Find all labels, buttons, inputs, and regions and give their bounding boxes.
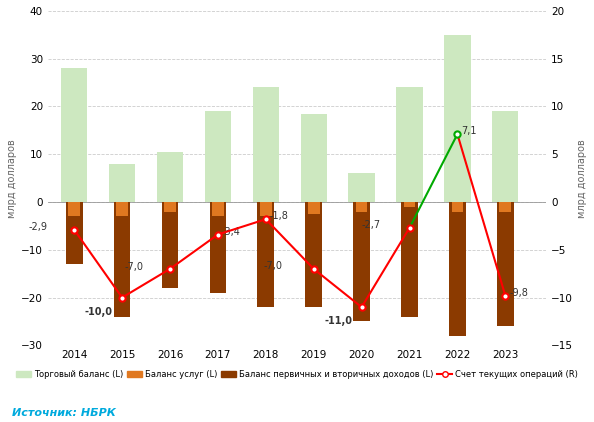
Text: Источник: НБРК: Источник: НБРК [12, 408, 116, 418]
Bar [404, 202, 415, 207]
Bar [68, 202, 80, 216]
Bar [116, 202, 128, 216]
Text: -10,0: -10,0 [84, 307, 112, 317]
Bar [109, 164, 135, 202]
Text: -7,0: -7,0 [264, 261, 283, 271]
Bar [257, 202, 274, 307]
Bar [305, 202, 322, 307]
Bar [396, 87, 423, 202]
Y-axis label: млрд долларов: млрд долларов [7, 139, 17, 217]
Bar [500, 202, 511, 211]
Bar [157, 152, 183, 202]
Bar [205, 111, 231, 202]
Legend: Торговый баланс (L), Баланс услуг (L), Баланс первичных и вторичных доходов (L),: Торговый баланс (L), Баланс услуг (L), Б… [13, 366, 581, 382]
Bar [61, 68, 87, 202]
Bar [349, 173, 375, 202]
Bar [260, 202, 271, 216]
Bar [492, 111, 519, 202]
Bar [449, 202, 466, 336]
Bar [210, 202, 226, 293]
Bar [497, 202, 514, 326]
Text: -2,9: -2,9 [29, 222, 48, 233]
Bar [162, 202, 178, 288]
Text: -3,4: -3,4 [222, 227, 241, 237]
Bar [356, 202, 368, 211]
Bar [212, 202, 224, 216]
Text: -7,0: -7,0 [125, 262, 144, 271]
Bar [164, 202, 176, 211]
Bar [353, 202, 370, 322]
Bar [444, 35, 470, 202]
Text: -1,8: -1,8 [270, 211, 289, 222]
Y-axis label: млрд долларов: млрд долларов [577, 139, 587, 217]
Text: -11,0: -11,0 [324, 316, 352, 327]
Bar [308, 202, 320, 214]
Text: 7,1: 7,1 [462, 126, 477, 136]
Bar [66, 202, 83, 264]
Bar [451, 202, 463, 211]
Text: -9,8: -9,8 [509, 288, 528, 298]
Bar [113, 202, 131, 316]
Bar [252, 87, 279, 202]
Text: -2,7: -2,7 [362, 220, 381, 230]
Bar [301, 114, 327, 202]
Bar [401, 202, 418, 316]
